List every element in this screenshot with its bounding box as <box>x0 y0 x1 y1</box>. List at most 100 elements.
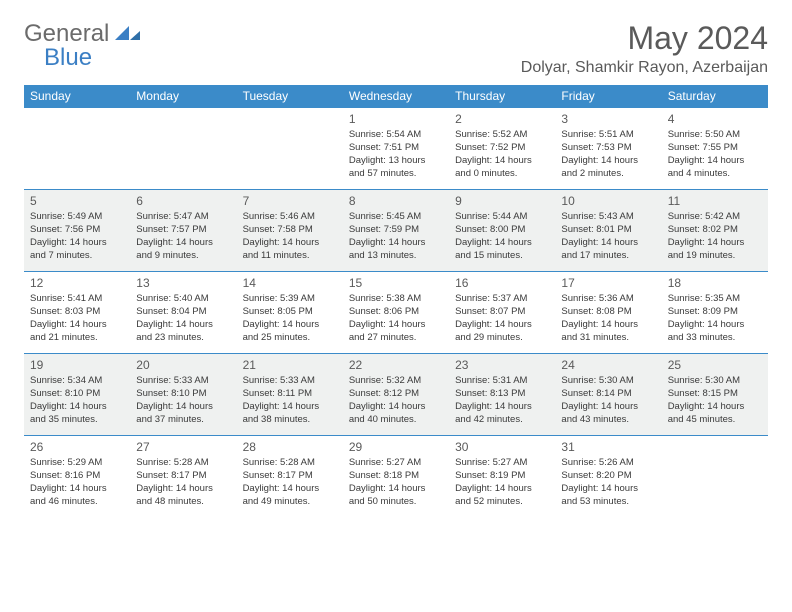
day-cell: 12Sunrise: 5:41 AMSunset: 8:03 PMDayligh… <box>24 272 130 354</box>
sunrise-text: Sunrise: 5:30 AM <box>668 375 762 388</box>
day-header: Saturday <box>662 85 768 108</box>
daylight-text: Daylight: 14 hours and 46 minutes. <box>30 483 124 509</box>
sunrise-text: Sunrise: 5:33 AM <box>243 375 337 388</box>
sunset-text: Sunset: 8:19 PM <box>455 470 549 483</box>
day-header: Tuesday <box>237 85 343 108</box>
sunrise-text: Sunrise: 5:32 AM <box>349 375 443 388</box>
sunrise-text: Sunrise: 5:27 AM <box>349 457 443 470</box>
calendar-table: SundayMondayTuesdayWednesdayThursdayFrid… <box>24 85 768 518</box>
day-header: Friday <box>555 85 661 108</box>
day-cell: 1Sunrise: 5:54 AMSunset: 7:51 PMDaylight… <box>343 108 449 190</box>
day-number: 22 <box>349 357 443 373</box>
day-cell: 14 Sunrise: 5:39 AMSunset: 8:05 PMDayligh… <box>237 272 343 354</box>
sunset-text: Sunset: 7:58 PM <box>243 224 337 237</box>
day-number: 19 <box>30 357 124 373</box>
daylight-text: Daylight: 14 hours and 43 minutes. <box>561 401 655 427</box>
day-number: 9 <box>455 193 549 209</box>
sunset-text: Sunset: 8:01 PM <box>561 224 655 237</box>
day-cell: 11Sunrise: 5:42 AMSunset: 8:02 PMDayligh… <box>662 190 768 272</box>
sunrise-text: Sunrise: 5:44 AM <box>455 211 549 224</box>
day-number: 25 <box>668 357 762 373</box>
empty-cell <box>237 108 343 190</box>
daylight-text: Daylight: 14 hours and 27 minutes. <box>349 319 443 345</box>
day-number: 16 <box>455 275 549 291</box>
sunset-text: Sunset: 8:10 PM <box>30 388 124 401</box>
sunrise-text: Sunrise: 5:40 AM <box>136 293 230 306</box>
daylight-text: Daylight: 14 hours and 45 minutes. <box>668 401 762 427</box>
day-header: Sunday <box>24 85 130 108</box>
daylight-text: Daylight: 14 hours and 2 minutes. <box>561 155 655 181</box>
sunrise-text: Sunrise: 5:46 AM <box>243 211 337 224</box>
location-subtitle: Dolyar, Shamkir Rayon, Azerbaijan <box>521 59 768 77</box>
sunset-text: Sunset: 8:04 PM <box>136 306 230 319</box>
daylight-text: Daylight: 14 hours and 23 minutes. <box>136 319 230 345</box>
sunrise-text: Sunrise: 5:30 AM <box>561 375 655 388</box>
title-block: May 2024 Dolyar, Shamkir Rayon, Azerbaij… <box>521 20 768 77</box>
day-cell: 19 Sunrise: 5:34 AMSunset: 8:10 PMDayligh… <box>24 354 130 436</box>
sunrise-text: Sunrise: 5:52 AM <box>455 129 549 142</box>
sunrise-text: Sunrise: 5:45 AM <box>349 211 443 224</box>
logo: General Blue <box>24 20 143 48</box>
sunset-text: Sunset: 8:02 PM <box>668 224 762 237</box>
sunset-text: Sunset: 8:00 PM <box>455 224 549 237</box>
sunset-text: Sunset: 8:14 PM <box>561 388 655 401</box>
sunset-text: Sunset: 7:51 PM <box>349 142 443 155</box>
daylight-text: Daylight: 14 hours and 25 minutes. <box>243 319 337 345</box>
day-number: 10 <box>561 193 655 209</box>
week-row: 19Sunrise: 5:34 AMSunset: 8:10 PMDayligh… <box>24 354 768 436</box>
day-number: 13 <box>136 275 230 291</box>
daylight-text: Daylight: 14 hours and 19 minutes. <box>668 237 762 263</box>
sunrise-text: Sunrise: 5:36 AM <box>561 293 655 306</box>
day-number: 3 <box>561 111 655 127</box>
day-number: 20 <box>136 357 230 373</box>
sunset-text: Sunset: 8:08 PM <box>561 306 655 319</box>
day-cell: 7Sunrise: 5:46 AMSunset: 7:58 PMDaylight… <box>237 190 343 272</box>
day-number: 23 <box>455 357 549 373</box>
day-cell: 2Sunrise: 5:52 AMSunset: 7:52 PMDaylight… <box>449 108 555 190</box>
day-number: 24 <box>561 357 655 373</box>
sunset-text: Sunset: 8:20 PM <box>561 470 655 483</box>
sunset-text: Sunset: 7:53 PM <box>561 142 655 155</box>
sunset-text: Sunset: 8:16 PM <box>30 470 124 483</box>
daylight-text: Daylight: 14 hours and 17 minutes. <box>561 237 655 263</box>
sunrise-text: Sunrise: 5:50 AM <box>668 129 762 142</box>
sunrise-text: Sunrise: 5:39 AM <box>243 293 337 306</box>
sunrise-text: Sunrise: 5:34 AM <box>30 375 124 388</box>
sunrise-text: Sunrise: 5:38 AM <box>349 293 443 306</box>
sunset-text: Sunset: 7:55 PM <box>668 142 762 155</box>
sunset-text: Sunset: 8:09 PM <box>668 306 762 319</box>
sunset-text: Sunset: 8:15 PM <box>668 388 762 401</box>
day-cell: 27Sunrise: 5:28 AMSunset: 8:17 PMDayligh… <box>130 436 236 518</box>
day-number: 18 <box>668 275 762 291</box>
sunset-text: Sunset: 7:52 PM <box>455 142 549 155</box>
sunrise-text: Sunrise: 5:49 AM <box>30 211 124 224</box>
sunrise-text: Sunrise: 5:31 AM <box>455 375 549 388</box>
day-cell: 28Sunrise: 5:28 AMSunset: 8:17 PMDayligh… <box>237 436 343 518</box>
week-row: 26Sunrise: 5:29 AMSunset: 8:16 PMDayligh… <box>24 436 768 518</box>
day-cell: 4Sunrise: 5:50 AMSunset: 7:55 PMDaylight… <box>662 108 768 190</box>
sunrise-text: Sunrise: 5:28 AM <box>243 457 337 470</box>
sunrise-text: Sunrise: 5:33 AM <box>136 375 230 388</box>
daylight-text: Daylight: 14 hours and 0 minutes. <box>455 155 549 181</box>
empty-cell <box>130 108 236 190</box>
daylight-text: Daylight: 14 hours and 38 minutes. <box>243 401 337 427</box>
daylight-text: Daylight: 14 hours and 37 minutes. <box>136 401 230 427</box>
sunrise-text: Sunrise: 5:51 AM <box>561 129 655 142</box>
daylight-text: Daylight: 14 hours and 11 minutes. <box>243 237 337 263</box>
sunset-text: Sunset: 8:05 PM <box>243 306 337 319</box>
sunset-text: Sunset: 7:59 PM <box>349 224 443 237</box>
day-number: 6 <box>136 193 230 209</box>
day-number: 21 <box>243 357 337 373</box>
day-header: Thursday <box>449 85 555 108</box>
daylight-text: Daylight: 14 hours and 21 minutes. <box>30 319 124 345</box>
day-cell: 23Sunrise: 5:31 AMSunset: 8:13 PMDayligh… <box>449 354 555 436</box>
day-cell: 8Sunrise: 5:45 AMSunset: 7:59 PMDaylight… <box>343 190 449 272</box>
day-number: 26 <box>30 439 124 455</box>
day-number: 17 <box>561 275 655 291</box>
daylight-text: Daylight: 14 hours and 35 minutes. <box>30 401 124 427</box>
daylight-text: Daylight: 14 hours and 7 minutes. <box>30 237 124 263</box>
daylight-text: Daylight: 14 hours and 4 minutes. <box>668 155 762 181</box>
day-number: 14 <box>243 275 337 291</box>
day-cell: 9Sunrise: 5:44 AMSunset: 8:00 PMDaylight… <box>449 190 555 272</box>
day-cell: 22Sunrise: 5:32 AMSunset: 8:12 PMDayligh… <box>343 354 449 436</box>
